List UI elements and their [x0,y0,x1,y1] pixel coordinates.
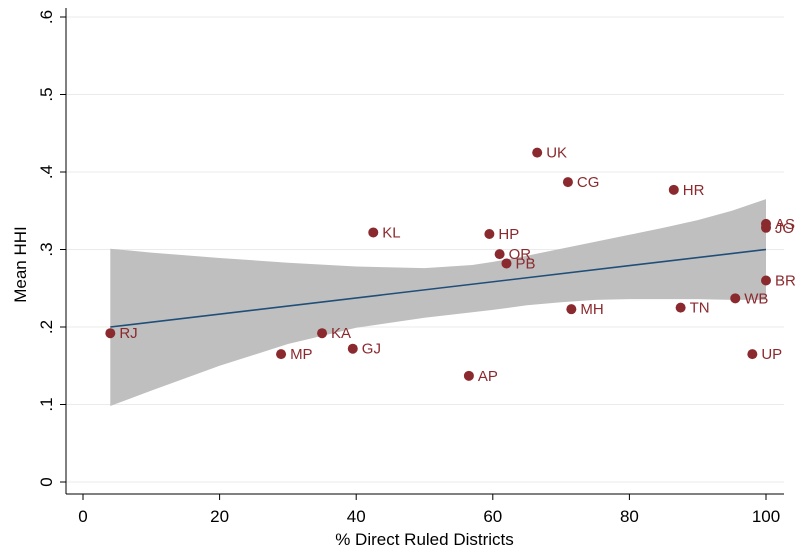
point-label-tn: TN [690,300,710,317]
point-tn [675,302,686,313]
point-label-kl: KL [382,224,400,241]
point-label-rj: RJ [119,325,137,342]
point-hr [668,184,679,195]
point-label-br: BR [775,273,796,290]
x-tick-label-0: 0 [78,507,87,526]
point-label-mp: MP [290,346,313,363]
point-label-ap: AP [478,368,498,385]
point-mp [276,349,287,360]
x-tick-label-2: 40 [347,507,366,526]
axes [65,8,784,495]
point-or [494,249,505,260]
y-tick-label-1: .1 [37,397,56,411]
point-label-cg: CG [577,174,600,191]
x-axis-title: % Direct Ruled Districts [335,530,514,549]
point-label-as: AS [775,216,795,233]
point-label-or: OR [509,246,532,263]
y-tick-label-2: .2 [37,320,56,334]
x-tick-label-4: 80 [620,507,639,526]
y-tick-label-4: .4 [37,165,56,179]
point-br [761,275,771,286]
point-hp [484,229,495,239]
y-tick-label-3: .3 [37,242,56,256]
point-rj [105,328,116,339]
confidence-band [110,199,767,406]
point-label-hr: HR [683,182,705,199]
fit-line-layer [110,248,767,328]
point-label-gj: GJ [362,341,381,358]
y-axis-title: Mean HHI [11,226,30,303]
y-tick-label-5: .5 [37,87,56,101]
confidence-band-layer [110,199,767,406]
point-jo [761,222,771,233]
point-ap [463,370,474,381]
point-uk [532,147,543,158]
point-label-ka: KA [331,325,351,342]
point-label-hp: HP [498,226,519,243]
point-label-wb: WB [744,290,768,307]
point-cg [562,177,573,188]
point-gj [347,343,358,354]
point-label-uk: UK [546,145,567,162]
fit-line [110,248,767,328]
point-pb [501,258,512,269]
point-label-jo: JO [775,220,794,237]
point-label-mh: MH [580,301,603,318]
point-kl [368,227,379,238]
point-mh [566,304,577,315]
point-label-pb: PB [515,255,535,272]
x-tick-label-1: 20 [210,507,229,526]
x-tick-label-5: 100 [752,507,780,526]
x-axis-ticks: 0 20 40 60 80 100 [78,494,780,526]
y-tick-label-0: 0 [37,477,56,486]
point-label-up: UP [761,346,782,363]
x-tick-label-3: 60 [483,507,502,526]
data-points [105,147,771,381]
y-tick-label-6: .6 [37,10,56,24]
point-up [747,349,758,360]
point-wb [730,293,741,304]
point-ka [317,328,328,339]
y-axis-ticks: 0 .1 .2 .3 .4 .5 .6 [37,10,66,487]
